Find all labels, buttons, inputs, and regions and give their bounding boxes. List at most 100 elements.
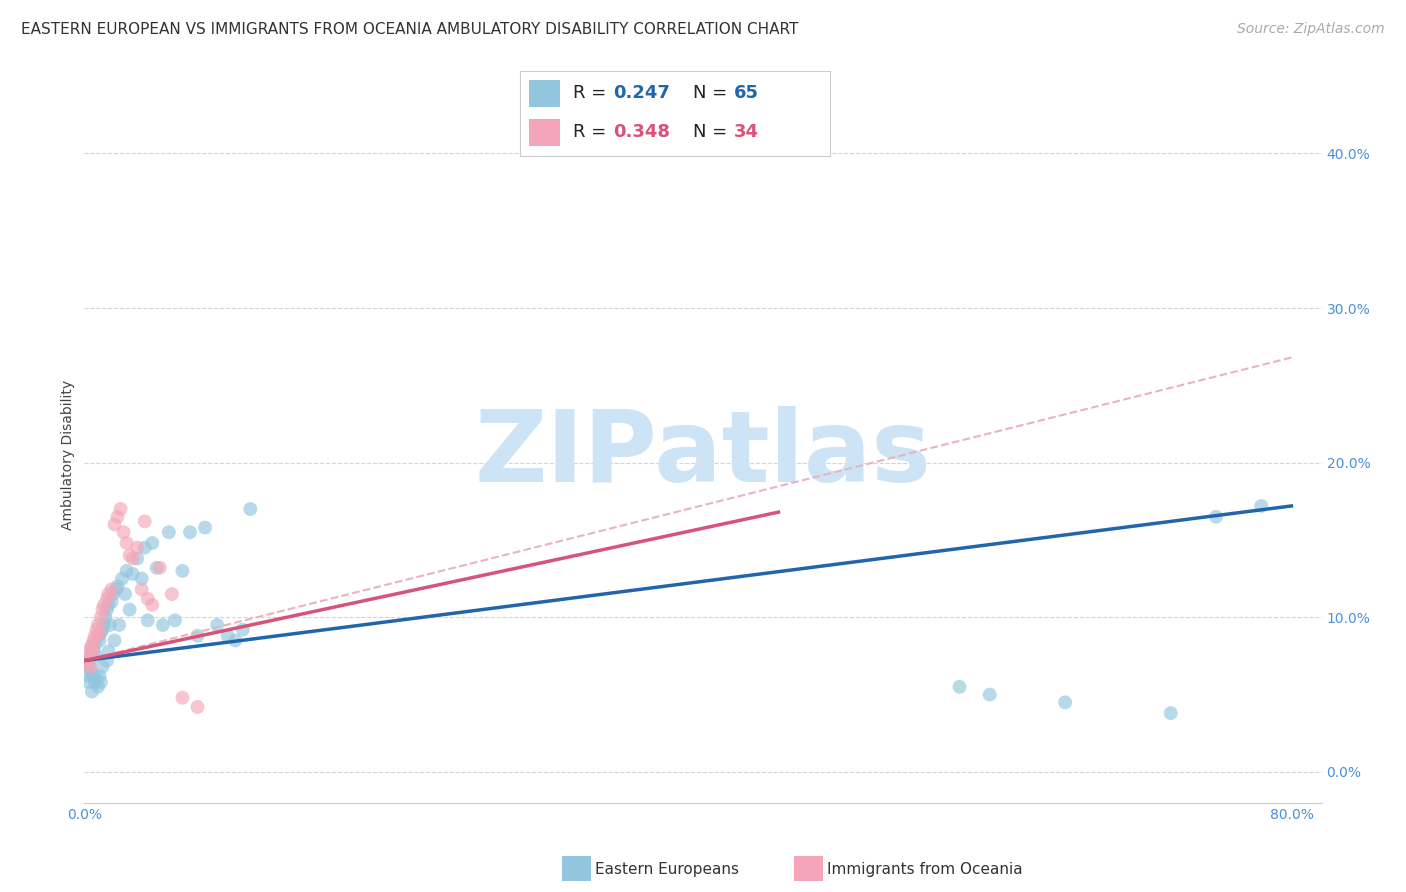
Point [82,633,104,648]
Point [80,638,103,652]
Point [134,515,156,529]
Point [107,509,129,524]
Point [79,641,101,656]
Point [108,618,131,632]
Point [93,598,115,612]
Point [131,572,153,586]
Y-axis label: Ambulatory Disability: Ambulatory Disability [62,380,76,530]
Point [89,633,111,648]
Point [97,598,120,612]
Point [90,610,112,624]
Point [100,582,122,597]
Point [179,525,201,540]
Text: 0.348: 0.348 [613,123,671,141]
Point [205,618,228,632]
Point [97,644,120,658]
Point [82,644,104,658]
Point [79,665,101,679]
Point [105,582,128,597]
Point [103,517,125,532]
Point [146,561,169,575]
Point [90,675,112,690]
Point [186,700,208,714]
Point [96,591,118,606]
Text: ZIPatlas: ZIPatlas [475,407,931,503]
Point [77,657,100,671]
Point [194,520,217,534]
Point [152,618,174,632]
Point [115,536,138,550]
Point [86,672,108,686]
Point [87,629,110,643]
Point [89,625,111,640]
Point [77,657,100,671]
Point [224,633,246,648]
Point [98,618,121,632]
Point [91,602,114,616]
Text: R =: R = [572,85,612,103]
Point [239,502,262,516]
Point [118,549,141,563]
Text: N =: N = [693,85,734,103]
Point [84,629,107,643]
Point [1054,695,1077,709]
Point [115,564,138,578]
Point [75,654,97,668]
Point [79,659,101,673]
Bar [530,80,561,107]
Point [100,595,122,609]
Text: N =: N = [693,123,734,141]
Point [112,525,135,540]
Point [149,561,172,575]
Point [90,625,112,640]
Point [136,613,159,627]
Bar [530,119,561,146]
Point [80,684,103,698]
Point [84,675,107,690]
Point [84,638,107,652]
Point [91,659,114,673]
Point [110,502,132,516]
Point [97,587,120,601]
Point [1205,509,1227,524]
Point [91,623,114,637]
Point [76,654,98,668]
Point [107,579,129,593]
Point [111,572,134,586]
Point [118,602,141,616]
Text: Eastern Europeans: Eastern Europeans [595,863,738,877]
Point [86,623,108,637]
Point [93,618,115,632]
Point [217,629,239,643]
Point [87,680,110,694]
Point [127,541,149,555]
Text: 65: 65 [734,85,759,103]
Point [96,654,118,668]
Point [89,669,111,683]
Point [75,659,97,673]
Point [163,613,186,627]
Point [160,587,183,601]
Point [127,551,149,566]
Point [114,587,136,601]
Point [131,582,153,597]
Point [87,618,110,632]
Point [82,644,104,658]
Point [141,598,163,612]
Point [79,648,101,663]
Text: Source: ZipAtlas.com: Source: ZipAtlas.com [1237,22,1385,37]
Text: R =: R = [572,123,612,141]
Text: 34: 34 [734,123,759,141]
Point [77,675,100,690]
Point [80,641,103,656]
Point [136,591,159,606]
Point [121,566,143,581]
Point [186,629,208,643]
Text: Immigrants from Oceania: Immigrants from Oceania [827,863,1022,877]
Point [82,669,104,683]
Point [141,536,163,550]
Point [979,688,1001,702]
Point [96,602,118,616]
Point [1250,499,1272,513]
Point [157,525,180,540]
